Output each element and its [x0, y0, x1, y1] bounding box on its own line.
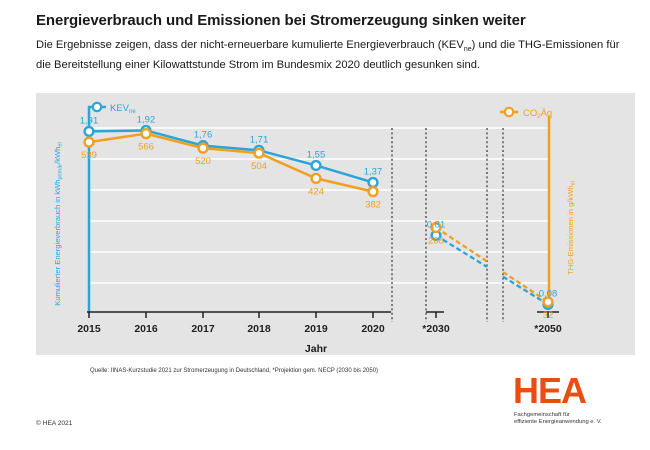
x-tick-label-7: *2050	[534, 323, 562, 335]
chart-subtitle: Die Ergebnisse zeigen, dass der nicht-er…	[36, 38, 621, 72]
series-1-projection-1	[435, 226, 488, 263]
legend-kev-label: KEVne	[110, 103, 136, 115]
series-1-projection-2	[502, 271, 549, 303]
legend-co2-marker	[503, 106, 515, 118]
series-0-projection-1	[435, 234, 488, 268]
series-1-point-3	[253, 147, 265, 159]
series-0-label-3: 1,71	[250, 134, 269, 145]
subtitle-subscript: ne	[463, 46, 472, 54]
x-tick-label-1: 2016	[134, 323, 158, 335]
x-tick-label-2: 2017	[191, 323, 215, 335]
y-axis-left-label: Kumulierter Energieverbrauch in kWhprimä…	[53, 142, 64, 305]
series-1-point-6	[430, 221, 442, 234]
legend-co2: CO2Äq	[500, 106, 552, 120]
copyright: © HEA 2021	[36, 420, 73, 427]
legend-kev: KEVne	[88, 101, 136, 115]
x-tick-label-4: 2019	[304, 323, 328, 335]
x-axis-label: Jahr	[305, 343, 327, 355]
series-0-point-0	[83, 125, 95, 138]
source-note: Quelle: IINAS-Kurzstudie 2021 zur Strome…	[90, 368, 379, 374]
series-0-projection-2	[502, 275, 549, 306]
hea-logo-subtitle: Fachgemeinschaft für effiziente Energiean…	[514, 412, 624, 426]
subtitle-text-post: ) und die THG-Emissionen für die Bereits…	[36, 39, 620, 71]
series-1-point-4	[310, 172, 322, 184]
series-1-label-1: 566	[138, 142, 154, 153]
series-0-line-historic	[88, 129, 374, 184]
x-tick-label-0: 2015	[77, 323, 101, 335]
series-0-point-5	[367, 176, 379, 189]
series-1-point-0	[83, 136, 95, 148]
series-0-point-4	[310, 159, 322, 172]
series-1-point-1	[140, 128, 152, 140]
series-1-line-historic	[88, 132, 374, 193]
series-1-label-3: 504	[251, 161, 267, 172]
x-tick-label-3: 2018	[247, 323, 271, 335]
series-1-point-7	[542, 296, 554, 308]
series-1-point-2	[197, 142, 209, 154]
axes: 2015 2016 2017 2018 2019 2020 *2030 *2050	[77, 106, 562, 335]
series-1-label-2: 520	[195, 156, 211, 167]
series-1-label-5: 382	[365, 200, 381, 211]
series-0-label-0: 1,91	[80, 115, 99, 126]
x-tick-label-6: *2030	[422, 323, 450, 335]
hea-logo-subtitle-line2: effiziente Energieanwendung e. V.	[514, 419, 602, 426]
hea-logo-subtitle-line1: Fachgemeinschaft für	[514, 412, 570, 418]
series-0-label-5: 1,37	[364, 166, 383, 177]
legend-kev-marker	[91, 101, 103, 113]
chart-title: Energieverbrauch und Emissionen bei Stro…	[36, 12, 526, 29]
series-1-label-0: 539	[81, 150, 97, 161]
y-axis-right-label: THG-Emissionen in g/kWhel	[566, 181, 577, 275]
legend-co2-label: CO2Äq	[523, 108, 552, 120]
x-tick-label-5: 2020	[361, 323, 385, 335]
series-1-label-7: 32	[543, 310, 554, 321]
series	[83, 124, 554, 311]
series-1-point-5	[367, 186, 379, 198]
series-0-label-7: 0,08	[539, 288, 558, 299]
subtitle-text-pre: Die Ergebnisse zeigen, dass der nicht-er…	[36, 39, 464, 51]
hea-logo[interactable]: HEA	[513, 370, 587, 411]
data-labels: 1,91 1,92 1,76 1,71 1,55 1,37 0,81 0,08 539 566 52…	[80, 114, 558, 320]
series-0-label-2: 1,76	[194, 130, 213, 141]
series-0-label-4: 1,55	[307, 149, 326, 160]
series-0-label-6: 0,81	[427, 219, 446, 230]
series-1-label-6: 268	[428, 236, 444, 247]
series-1-label-4: 424	[308, 186, 324, 197]
series-0-label-1: 1,92	[137, 114, 156, 125]
